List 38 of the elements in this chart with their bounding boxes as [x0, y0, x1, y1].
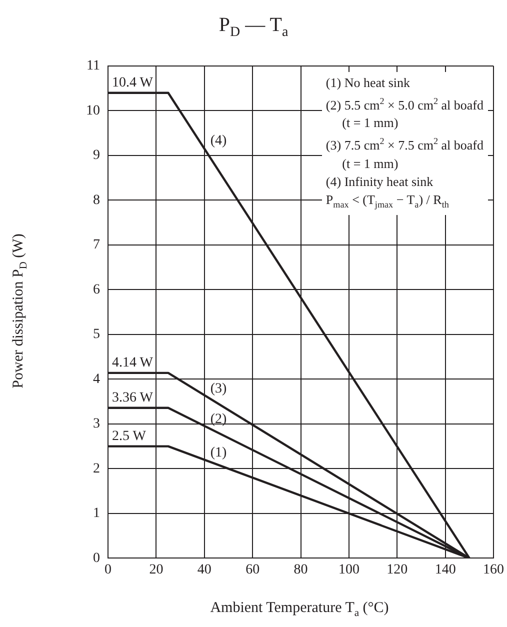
y-tick-label: 10 [86, 103, 100, 118]
data-label: 4.14 W [112, 356, 154, 371]
annotation: (3) 7.5 cm$^{2}$ × 7.5 cm$^{2}$ al boafd [326, 136, 484, 153]
y-tick-label: 1 [93, 506, 100, 522]
y-tick-label: 5 [93, 327, 100, 342]
x-tick-label: 80 [294, 562, 308, 578]
x-tick-label: 160 [483, 562, 504, 578]
y-tick-label: 11 [86, 58, 100, 74]
x-tick-label: 40 [197, 562, 212, 578]
x-tick-label: 60 [246, 562, 260, 578]
y-tick-label: 3 [93, 416, 100, 432]
y-tick-label: 7 [93, 238, 100, 253]
x-tick-label: 0 [104, 562, 112, 578]
chart-title: P$_{D}$ — T$_{a}$ [218, 14, 290, 41]
annotation: (t = 1 mm) [342, 156, 398, 171]
annotation: (t = 1 mm) [342, 115, 398, 130]
y-tick-label: 9 [93, 148, 100, 164]
data-label: 3.36 W [112, 390, 154, 406]
annotation: (2) 5.5 cm$^{2}$ × 5.0 cm$^{2}$ al boafd [326, 96, 484, 112]
series-label: (4) [210, 133, 228, 148]
annotation: (4) Infinity heat sink [326, 174, 434, 189]
y-tick-label: 8 [93, 192, 100, 208]
data-label: 10.4 W [112, 76, 154, 91]
y-tick-label: 2 [93, 461, 100, 476]
series-label: (1) [210, 446, 228, 461]
series-label: (2) [210, 412, 228, 428]
x-tick-label: 100 [338, 562, 360, 578]
annotation: (1) No heat sink [326, 75, 410, 90]
series-label: (3) [210, 382, 228, 397]
y-tick-label: 6 [93, 282, 100, 298]
x-tick-label: 140 [434, 562, 456, 578]
x-tick-label: 120 [386, 562, 408, 578]
x-tick-label: 20 [149, 562, 164, 578]
x-axis-title: Ambient Temperature T$_{a}$ (°C) [209, 600, 390, 619]
data-label: 2.5 W [112, 429, 147, 444]
y-tick-label: 4 [93, 372, 100, 387]
annotation: P$_{max}$ < (T$_{jmax}$ − T$_{a}$) / R$_{th}$ [326, 192, 449, 210]
y-tick-label: 0 [93, 550, 100, 566]
